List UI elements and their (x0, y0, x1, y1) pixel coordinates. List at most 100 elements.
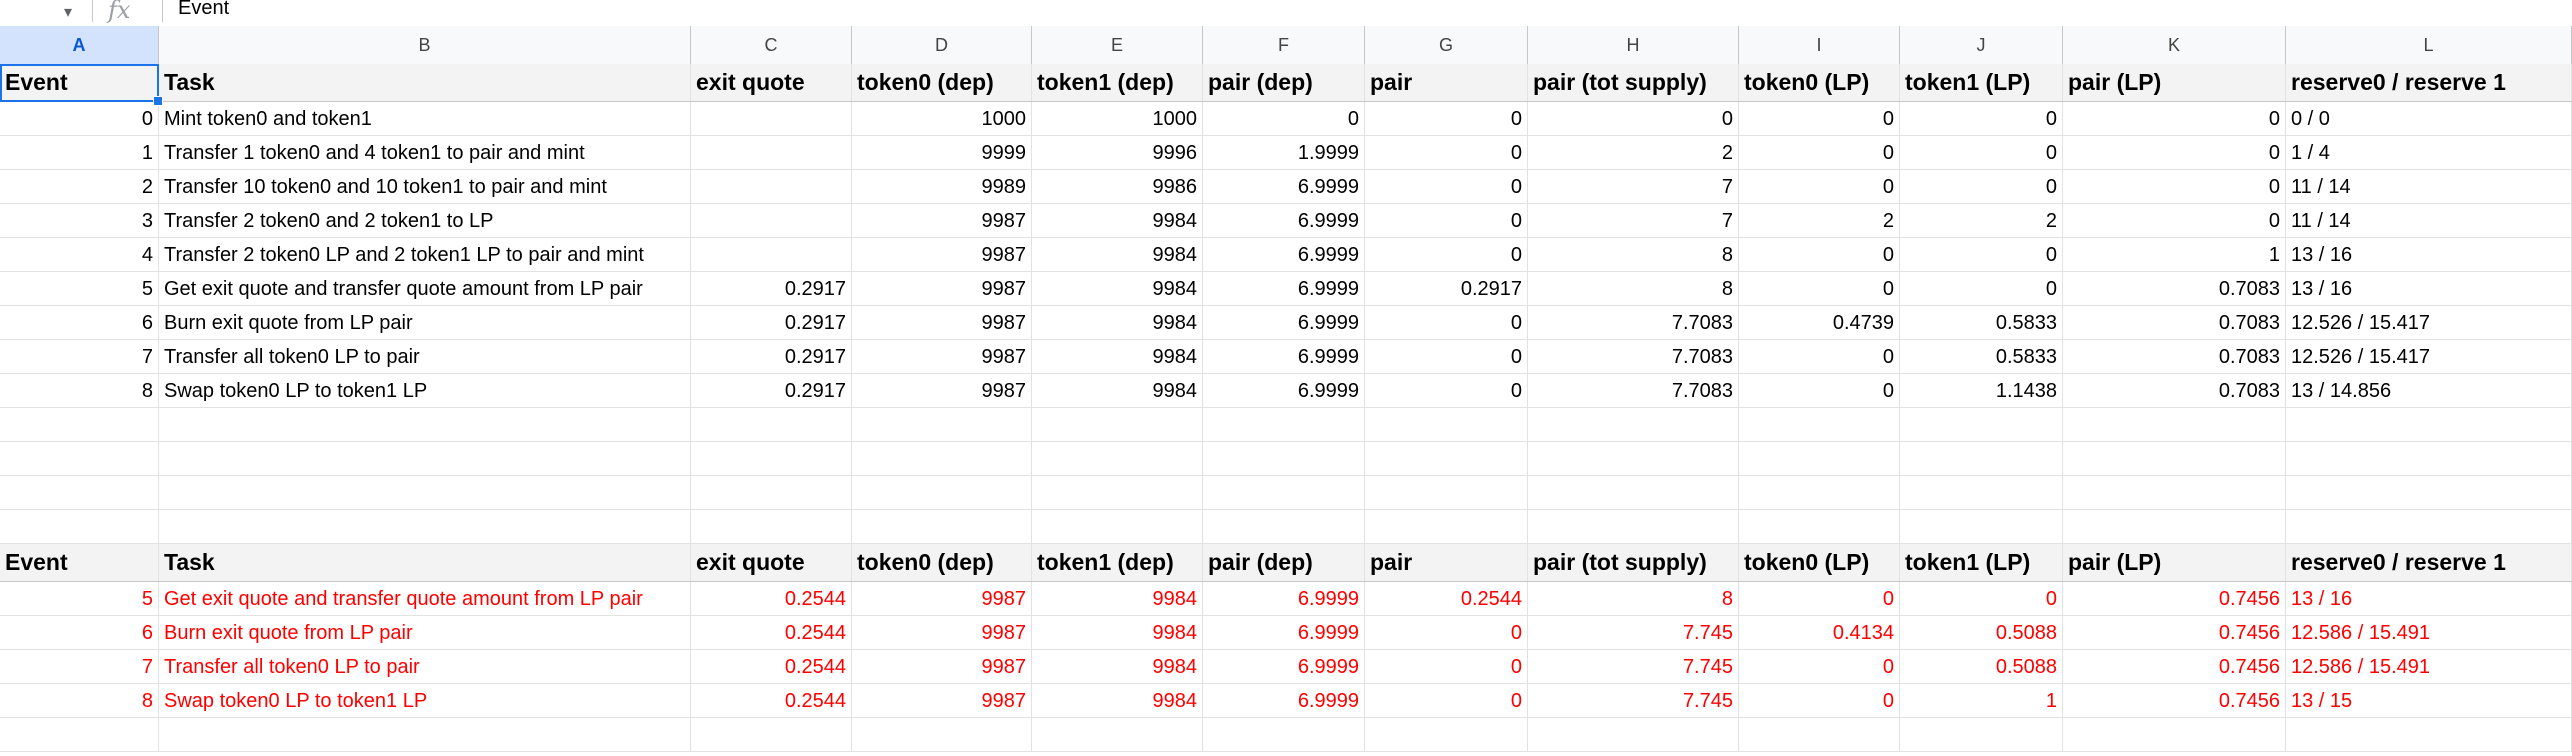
cell[interactable] (2286, 476, 2572, 509)
cell[interactable]: 9984 (1032, 238, 1203, 271)
cell[interactable]: 0 (1365, 340, 1528, 373)
cell[interactable]: 9989 (852, 170, 1032, 203)
cell[interactable]: 2 (1900, 204, 2063, 237)
cell[interactable]: 0 (1365, 306, 1528, 339)
cell[interactable] (1900, 718, 2063, 751)
cell[interactable] (0, 476, 159, 509)
cell[interactable] (1739, 476, 1900, 509)
cell[interactable]: 6.9999 (1203, 306, 1365, 339)
cell[interactable]: Transfer 1 token0 and 4 token1 to pair a… (159, 136, 691, 169)
cell[interactable]: 7.745 (1528, 684, 1739, 717)
cell[interactable]: 0 (1739, 136, 1900, 169)
cell[interactable]: Burn exit quote from LP pair (159, 306, 691, 339)
cell[interactable]: 0.4739 (1739, 306, 1900, 339)
cell[interactable]: 0.2544 (691, 616, 852, 649)
cell[interactable] (1365, 476, 1528, 509)
column-label[interactable]: pair (dep) (1203, 544, 1365, 581)
column-header-b[interactable]: B (159, 26, 691, 64)
cell[interactable]: 6.9999 (1203, 238, 1365, 271)
name-box[interactable]: ▾ (0, 0, 88, 22)
cell[interactable] (1203, 510, 1365, 543)
cell[interactable]: 0 (1739, 684, 1900, 717)
cell[interactable] (0, 442, 159, 475)
cell[interactable]: Swap token0 LP to token1 LP (159, 374, 691, 407)
cell[interactable]: 0 (2063, 136, 2286, 169)
cell[interactable] (1528, 442, 1739, 475)
cell[interactable]: 5 (0, 272, 159, 305)
cell[interactable]: 9987 (852, 340, 1032, 373)
column-header-j[interactable]: J (1900, 26, 2063, 64)
cell[interactable]: 0.7456 (2063, 650, 2286, 683)
cell[interactable]: 6.9999 (1203, 340, 1365, 373)
cell[interactable]: 0 (1900, 136, 2063, 169)
cell[interactable]: 9987 (852, 582, 1032, 615)
cell[interactable]: 7 (1528, 204, 1739, 237)
column-label[interactable]: pair (1365, 64, 1528, 101)
cell[interactable]: 13 / 15 (2286, 684, 2572, 717)
cell[interactable]: 9987 (852, 374, 1032, 407)
cell[interactable]: 9984 (1032, 340, 1203, 373)
column-label[interactable]: Event (0, 544, 159, 581)
cell[interactable]: 0 (2063, 204, 2286, 237)
chevron-down-icon[interactable]: ▾ (64, 4, 73, 21)
cell[interactable]: 13 / 16 (2286, 238, 2572, 271)
column-header-i[interactable]: I (1739, 26, 1900, 64)
cell[interactable]: 2 (0, 170, 159, 203)
cell[interactable]: 0.7083 (2063, 340, 2286, 373)
cell[interactable] (1739, 510, 1900, 543)
cell[interactable]: 0.2544 (691, 582, 852, 615)
cell[interactable]: 0 (1900, 582, 2063, 615)
cell[interactable] (1900, 476, 2063, 509)
cell[interactable]: 9984 (1032, 272, 1203, 305)
column-label[interactable]: reserve0 / reserve 1 (2286, 544, 2572, 581)
cell[interactable] (2286, 510, 2572, 543)
cell[interactable]: 9986 (1032, 170, 1203, 203)
column-label[interactable]: token1 (LP) (1900, 64, 2063, 101)
column-header-h[interactable]: H (1528, 26, 1739, 64)
cell[interactable]: 0.2917 (1365, 272, 1528, 305)
cell[interactable]: 1000 (1032, 102, 1203, 135)
fill-handle[interactable] (153, 96, 163, 106)
cell[interactable] (691, 204, 852, 237)
cell[interactable]: 2 (1739, 204, 1900, 237)
cell[interactable]: 0 (1900, 238, 2063, 271)
cell[interactable]: 0.5833 (1900, 306, 2063, 339)
column-label[interactable]: token0 (dep) (852, 544, 1032, 581)
column-header-a[interactable]: A (0, 26, 159, 64)
cell[interactable]: 7.745 (1528, 650, 1739, 683)
cell[interactable]: 4 (0, 238, 159, 271)
cell[interactable]: 1 (0, 136, 159, 169)
cell[interactable]: Transfer 2 token0 and 2 token1 to LP (159, 204, 691, 237)
cell[interactable] (1528, 408, 1739, 441)
column-label[interactable]: exit quote (691, 544, 852, 581)
cell[interactable]: 8 (1528, 582, 1739, 615)
cell[interactable] (1032, 718, 1203, 751)
column-label[interactable]: Event (0, 64, 159, 101)
column-label[interactable]: pair (tot supply) (1528, 544, 1739, 581)
cell[interactable] (159, 476, 691, 509)
cell[interactable] (852, 718, 1032, 751)
cell[interactable]: 0 (2063, 102, 2286, 135)
cell[interactable]: 0 (1739, 272, 1900, 305)
cell[interactable] (1032, 442, 1203, 475)
cell[interactable]: 9984 (1032, 204, 1203, 237)
cell[interactable]: 0.7456 (2063, 684, 2286, 717)
cell[interactable] (691, 510, 852, 543)
cell[interactable]: Get exit quote and transfer quote amount… (159, 272, 691, 305)
cell[interactable]: Mint token0 and token1 (159, 102, 691, 135)
cell[interactable] (1365, 718, 1528, 751)
cell[interactable]: 12.586 / 15.491 (2286, 650, 2572, 683)
cell[interactable]: 9987 (852, 650, 1032, 683)
cell[interactable]: 11 / 14 (2286, 170, 2572, 203)
cell[interactable]: 1 (2063, 238, 2286, 271)
cell[interactable]: 7.745 (1528, 616, 1739, 649)
cell[interactable]: 1 (1900, 684, 2063, 717)
cell[interactable]: Get exit quote and transfer quote amount… (159, 582, 691, 615)
cell[interactable]: 6.9999 (1203, 374, 1365, 407)
cell[interactable]: 0.2544 (691, 650, 852, 683)
cell[interactable] (159, 718, 691, 751)
cell[interactable]: 6.9999 (1203, 272, 1365, 305)
cell[interactable]: 0.4134 (1739, 616, 1900, 649)
cell[interactable]: 0 (0, 102, 159, 135)
cell[interactable] (2063, 476, 2286, 509)
